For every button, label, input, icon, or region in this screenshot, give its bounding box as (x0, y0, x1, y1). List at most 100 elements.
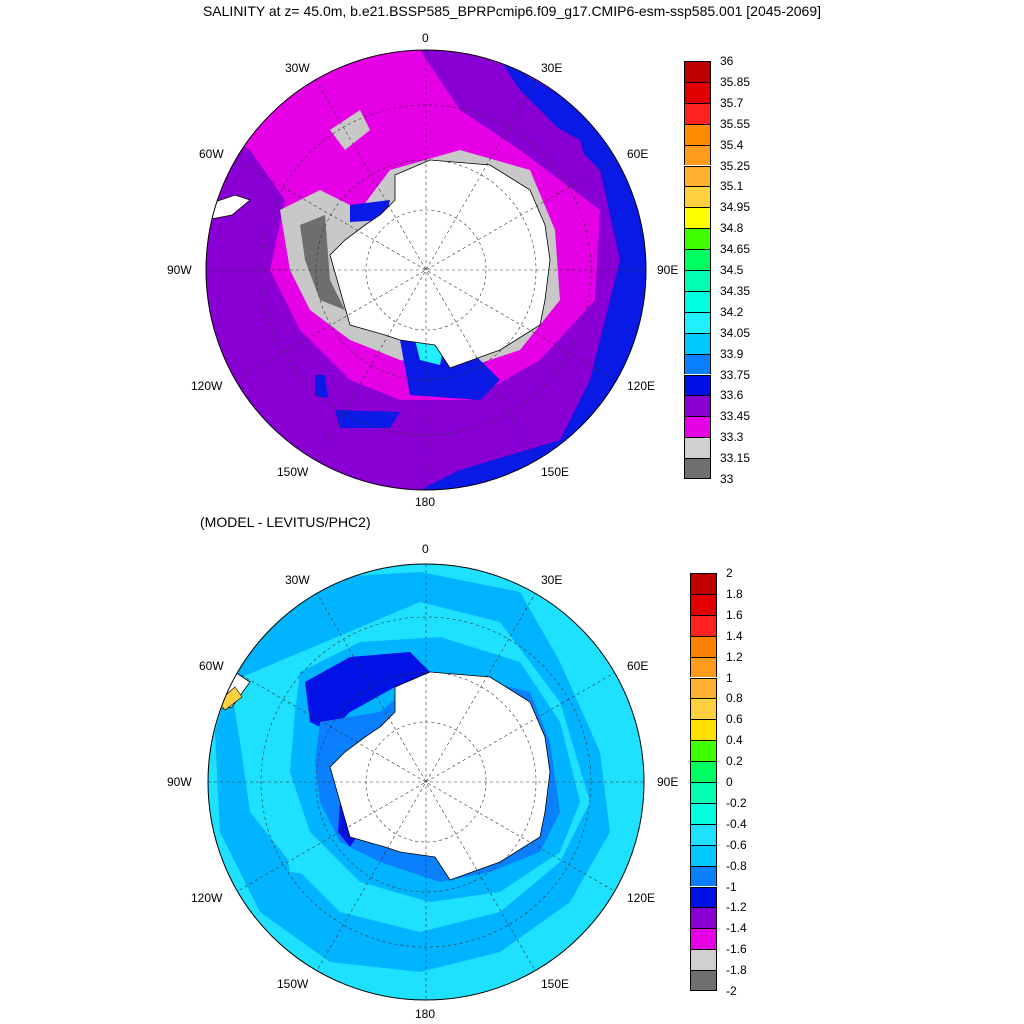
colorbar-tick-label: -1.4 (726, 921, 747, 936)
colorbar-swatch (684, 81, 711, 103)
colorbar-swatch (690, 740, 717, 762)
colorbar-tick-label: 0.2 (726, 754, 743, 769)
colorbar-swatch (690, 593, 717, 615)
colorbar-tick-label: -0.2 (726, 795, 747, 810)
lon-label-120w: 120W (191, 891, 223, 905)
colorbar-tick-label: 33.15 (720, 451, 751, 466)
lon-label-90e: 90E (657, 775, 679, 789)
lon-label-60w: 60W (199, 147, 224, 161)
colorbar-swatch (684, 416, 711, 438)
colorbar-tick-label: 33.3 (720, 430, 744, 445)
colorbar-swatch (690, 886, 717, 908)
colorbar-swatch (684, 249, 711, 270)
colorbar-tick-label: -2 (726, 984, 737, 998)
colorbar-swatch (684, 165, 711, 187)
lon-label-180: 180 (415, 495, 436, 509)
colorbar-tick-label: 1.4 (726, 628, 743, 643)
colorbar-swatch (684, 353, 711, 375)
colorbar-tick-label: -0.4 (726, 816, 747, 831)
colorbar-tick-label: 34.8 (720, 221, 744, 236)
colorbar-swatch (684, 437, 711, 459)
colorbar-tick-label: 33.45 (720, 409, 751, 424)
antarctica-landmass (329, 671, 551, 881)
colorbar-tick-label: 34.2 (720, 304, 744, 319)
colorbar-swatch (690, 656, 717, 678)
colorbar-tick-label: 1 (726, 670, 733, 685)
figure-title: SALINITY at z= 45.0m, b.e21.BSSP585_BPRP… (202, 3, 822, 19)
colorbar-tick-label: 34.5 (720, 263, 744, 277)
colorbar-swatch (684, 207, 711, 229)
colorbar-tick-label: 35.25 (720, 158, 751, 173)
colorbar-swatch (690, 761, 717, 782)
lon-label-30w: 30W (285, 573, 310, 587)
difference-colorbar: 2 1.8 1.6 1.4 1.2 1 0.8 0.6 0.4 0.2 0 -0.2 -0.4 -0.6 -… (690, 566, 770, 998)
colorbar-tick-label: 35.7 (720, 95, 744, 110)
colorbar-tick-label: -0.6 (726, 837, 747, 852)
colorbar-tick-label: -1.6 (726, 942, 747, 957)
lon-label-150w: 150W (277, 465, 309, 479)
lon-label-120e: 120E (627, 379, 656, 393)
colorbar-tick-label: 35.4 (720, 137, 744, 152)
colorbar-tick-label: -1.8 (726, 963, 747, 978)
colorbar-tick-label: 34.65 (720, 242, 751, 257)
colorbar-swatch (690, 970, 717, 991)
colorbar-tick-label: 34.05 (720, 325, 751, 340)
lon-label-60w: 60W (199, 659, 224, 673)
colorbar-swatch (684, 332, 711, 354)
colorbar-swatch (684, 395, 711, 417)
colorbar-tick-label: 33.6 (720, 388, 744, 403)
colorbar-swatch (684, 123, 711, 145)
colorbar-tick-label: 1.8 (726, 586, 743, 601)
colorbar-tick-label: 0 (726, 775, 733, 789)
lon-label-90e: 90E (657, 263, 679, 277)
salinity-difference-map (207, 563, 645, 1001)
difference-subtitle: (MODEL - LEVITUS/PHC2) (200, 514, 371, 530)
colorbar-swatch (690, 928, 717, 950)
lon-label-150e: 150E (541, 465, 570, 479)
colorbar-tick-label: 0.6 (726, 712, 743, 727)
lon-label-120w: 120W (191, 379, 223, 393)
lon-label-30e: 30E (541, 61, 563, 75)
salinity-colorbar: 36 35.85 35.7 35.55 35.4 35.25 35.1 34.95 34.8 34… (684, 54, 764, 486)
colorbar-tick-label: 1.6 (726, 607, 743, 622)
colorbar-swatch (684, 290, 711, 312)
lon-label-90w: 90W (167, 263, 192, 277)
colorbar-swatch (684, 186, 711, 208)
colorbar-tick-label: 34.35 (720, 283, 751, 298)
lon-label-120e: 120E (627, 891, 656, 905)
colorbar-tick-label: 33.9 (720, 346, 744, 361)
colorbar-tick-label: -0.8 (726, 858, 747, 873)
high-salinity-band-east (420, 60, 646, 490)
lon-label-180: 180 (415, 1007, 436, 1021)
colorbar-tick-label: -1.2 (726, 900, 747, 915)
colorbar-swatch (690, 614, 717, 636)
colorbar-swatch (690, 698, 717, 720)
colorbar-tick-label: 0.8 (726, 691, 743, 706)
colorbar-tick-label: 35.1 (720, 179, 744, 194)
colorbar-swatch (690, 635, 717, 657)
colorbar-tick-label: 33.75 (720, 367, 751, 382)
lon-label-150e: 150E (541, 977, 570, 991)
colorbar-tick-label: 33 (720, 472, 734, 486)
colorbar-tick-label: 0.4 (726, 733, 743, 748)
colorbar-tick-label: 2 (726, 566, 733, 580)
lon-label-0: 0 (422, 542, 429, 556)
colorbar-swatch (690, 865, 717, 887)
colorbar-tick-label: 35.55 (720, 116, 751, 131)
lon-label-90w: 90W (167, 775, 192, 789)
colorbar-swatch (684, 102, 711, 124)
colorbar-swatch (690, 823, 717, 845)
colorbar-swatch (690, 907, 717, 929)
colorbar-swatch (690, 782, 717, 803)
colorbar-swatch (684, 270, 711, 291)
lon-label-30w: 30W (285, 61, 310, 75)
colorbar-swatch (684, 61, 711, 82)
colorbar-swatch (684, 458, 711, 479)
strong-negative-anomaly (305, 652, 430, 732)
colorbar-tick-label: 34.95 (720, 200, 751, 215)
colorbar-tick-label: 1.2 (726, 649, 743, 664)
colorbar-swatch (684, 144, 711, 166)
colorbar-tick-label: 36 (720, 54, 734, 68)
colorbar-tick-label: 35.85 (720, 74, 751, 89)
lon-label-150w: 150W (277, 977, 309, 991)
